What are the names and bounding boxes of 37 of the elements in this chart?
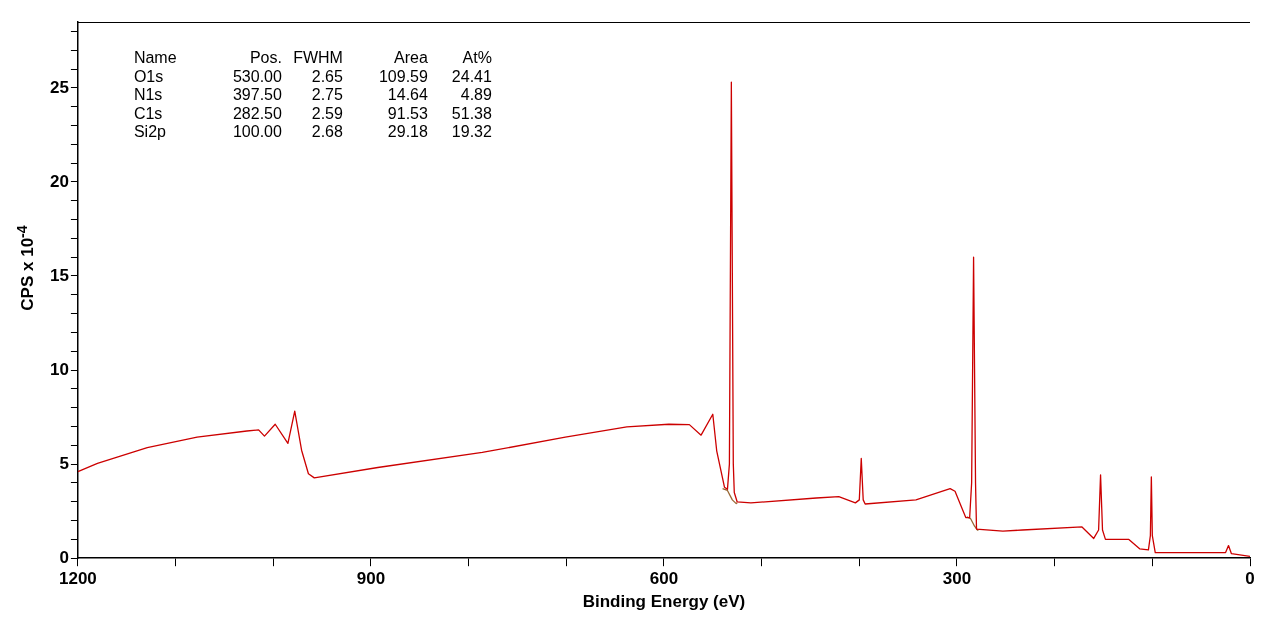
annotation: 109.59 (378, 67, 429, 85)
annotation: FWHM (293, 49, 343, 67)
annotation: 100.00 (232, 123, 283, 141)
y-tick-label: 0 (59, 547, 69, 567)
annotation: Area (394, 49, 429, 67)
x-tick-label: 1200 (59, 569, 97, 589)
annotation: 91.53 (387, 104, 428, 122)
annotation: 397.50 (232, 86, 283, 104)
annotation: 4.89 (460, 86, 493, 104)
x-axis-title: Binding Energy (eV) (582, 592, 746, 612)
y-tick-label: 10 (49, 359, 69, 379)
annotation: 24.41 (451, 67, 492, 85)
y-tick-label: 20 (49, 171, 69, 191)
annotation: O1s (133, 67, 164, 85)
annotation: N1s (133, 86, 163, 104)
y-tick-label: 25 (49, 77, 69, 97)
annotation: 51.38 (451, 104, 492, 122)
annotation: 282.50 (232, 104, 283, 122)
annotation: Name (133, 49, 177, 67)
annotation: 14.64 (387, 86, 428, 104)
annotation: 29.18 (387, 123, 428, 141)
x-tick-label: 300 (942, 569, 972, 589)
annotation: Pos. (249, 49, 282, 67)
y-tick-label: 5 (59, 453, 69, 473)
annotation: C1s (133, 104, 163, 122)
x-tick-label: 900 (356, 569, 386, 589)
annotation: 2.75 (311, 86, 344, 104)
annotation: 2.59 (311, 104, 344, 122)
annotation: 19.32 (451, 123, 492, 141)
annotation: Si2p (133, 123, 167, 141)
x-tick-label: 600 (649, 569, 679, 589)
y-tick-label: 15 (49, 265, 69, 285)
x-tick-label: 0 (1245, 569, 1255, 589)
annotation: 2.68 (311, 123, 344, 141)
annotation: At% (462, 49, 492, 67)
annotation: 530.00 (232, 67, 283, 85)
annotation: 2.65 (311, 67, 344, 85)
